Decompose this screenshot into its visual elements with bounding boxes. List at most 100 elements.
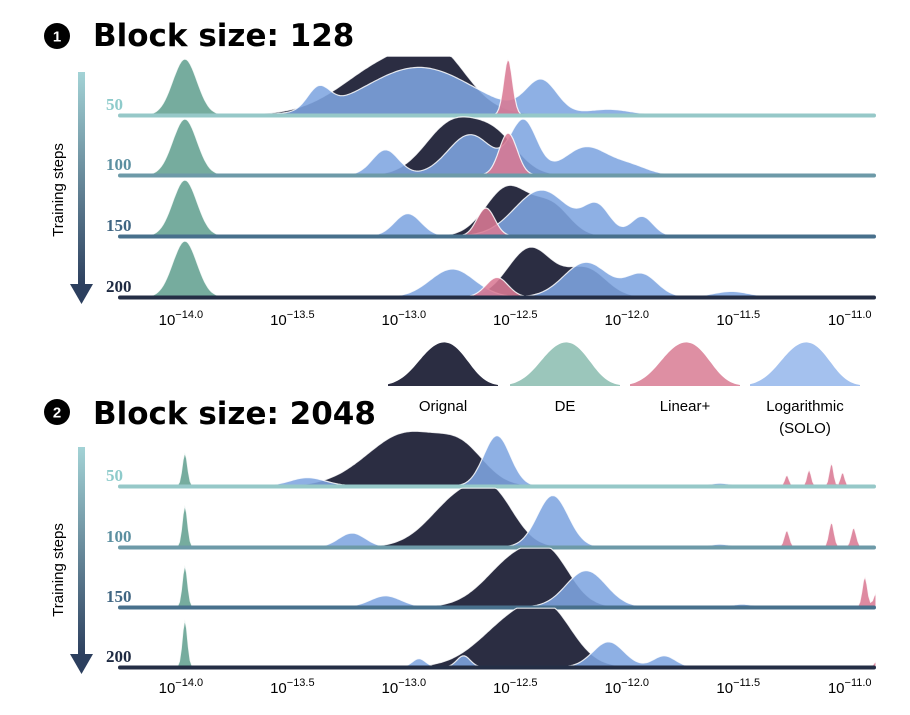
- legend-item: Orignal: [388, 342, 498, 415]
- ridge-row-200: 200: [106, 240, 876, 300]
- tick-base: 10: [382, 680, 399, 697]
- ridge-row-50: 50: [106, 55, 876, 118]
- x-tick-label: 10−14.0: [159, 309, 204, 329]
- legend-label: DE: [555, 398, 576, 415]
- x-tick-label: 10−11.0: [828, 677, 872, 697]
- row-baseline: [118, 173, 876, 178]
- legend-item: Logarithmic (SOLO): [750, 342, 860, 437]
- row-baseline: [118, 545, 876, 550]
- tick-exponent: −11.0: [845, 309, 872, 321]
- legend-label-line2: (SOLO): [779, 420, 831, 437]
- tick-base: 10: [159, 312, 176, 329]
- x-tick-label: 10−11.0: [828, 309, 872, 329]
- x-tick-label: 10−11.5: [716, 677, 760, 697]
- legend-swatch: [388, 342, 498, 386]
- legend-swatch: [750, 342, 860, 386]
- row-baseline: [118, 665, 876, 670]
- tick-exponent: −14.0: [175, 677, 203, 689]
- ridge-logarithmic-solo-: [118, 66, 876, 116]
- ridge-row-100: 100: [106, 487, 876, 550]
- legend: Orignal DE Linear+ Logarithmic (SOLO): [388, 342, 860, 437]
- tick-base: 10: [716, 680, 733, 697]
- ridge-row-150: 150: [106, 179, 876, 239]
- tick-exponent: −12.5: [510, 677, 538, 689]
- step-label: 150: [106, 587, 132, 606]
- tick-base: 10: [270, 680, 287, 697]
- tick-exponent: −11.0: [845, 677, 872, 689]
- badge-circle: [44, 399, 70, 425]
- legend-swatch: [510, 342, 620, 386]
- x-axis-ticks: 10−14.0 10−13.5 10−13.0 10−12.5 10−12.0 10−11…: [159, 677, 872, 697]
- tick-base: 10: [493, 680, 510, 697]
- training-steps-arrow: [70, 447, 93, 674]
- y-axis-label: Training steps: [50, 523, 67, 617]
- ridge-row-200: 200: [106, 607, 877, 670]
- step-label: 50: [106, 466, 123, 485]
- ridge-linear-: [118, 276, 876, 298]
- x-tick-label: 10−14.0: [159, 677, 204, 697]
- ridge-logarithmic-solo-: [118, 434, 876, 487]
- tick-exponent: −14.0: [175, 309, 203, 321]
- tick-base: 10: [828, 312, 845, 329]
- row-baseline: [118, 484, 876, 489]
- x-axis-ticks: 10−14.0 10−13.5 10−13.0 10−12.5 10−12.0 10−11…: [159, 309, 872, 329]
- row-baseline: [118, 113, 876, 118]
- ridge-row-100: 100: [106, 116, 876, 178]
- x-tick-label: 10−13.5: [270, 677, 315, 697]
- tick-exponent: −11.5: [733, 309, 760, 321]
- panel-title: Block size: 2048: [93, 396, 376, 432]
- panel-number-badge: 2: [44, 399, 70, 425]
- arrow-shaft: [78, 72, 85, 286]
- ridge-row-150: 150: [106, 547, 877, 610]
- row-baseline: [118, 605, 876, 610]
- x-tick-label: 10−12.5: [493, 309, 538, 329]
- tick-base: 10: [716, 312, 733, 329]
- x-tick-label: 10−12.0: [604, 677, 649, 697]
- badge-number: 1: [53, 29, 61, 46]
- x-tick-label: 10−13.5: [270, 309, 315, 329]
- y-axis-label: Training steps: [50, 143, 67, 237]
- tick-exponent: −12.0: [621, 309, 649, 321]
- training-steps-arrow: [70, 72, 93, 304]
- step-label: 150: [106, 216, 132, 235]
- step-label: 100: [106, 527, 132, 546]
- arrow-shaft: [78, 447, 85, 656]
- x-tick-label: 10−12.0: [604, 309, 649, 329]
- tick-base: 10: [382, 312, 399, 329]
- step-label: 100: [106, 155, 132, 174]
- tick-exponent: −13.0: [398, 309, 426, 321]
- tick-exponent: −13.5: [287, 677, 315, 689]
- row-baseline: [118, 295, 876, 300]
- tick-base: 10: [604, 312, 621, 329]
- tick-exponent: −12.5: [510, 309, 538, 321]
- x-tick-label: 10−12.5: [493, 677, 538, 697]
- arrow-head: [70, 284, 93, 304]
- tick-base: 10: [604, 680, 621, 697]
- ridge-orignal: [118, 547, 876, 608]
- x-tick-label: 10−13.0: [382, 309, 427, 329]
- tick-base: 10: [828, 680, 845, 697]
- panel-2: 2 Block size: 2048 Training steps 50 100 150 2…: [44, 396, 877, 697]
- legend-swatch: [630, 342, 740, 386]
- step-label: 50: [106, 95, 123, 114]
- ridge-orignal: [118, 487, 876, 548]
- tick-exponent: −13.5: [287, 309, 315, 321]
- tick-exponent: −11.5: [733, 677, 760, 689]
- tick-base: 10: [159, 680, 176, 697]
- tick-base: 10: [493, 312, 510, 329]
- badge-number: 2: [53, 405, 61, 422]
- panel-1: 1 Block size: 128 Training steps 50 100 150 20…: [44, 18, 876, 329]
- tick-base: 10: [270, 312, 287, 329]
- legend-label: Linear+: [660, 398, 711, 415]
- legend-item: DE: [510, 342, 620, 415]
- legend-label: Logarithmic: [766, 398, 844, 415]
- arrow-head: [70, 654, 93, 674]
- x-tick-label: 10−13.0: [382, 677, 427, 697]
- legend-label: Orignal: [419, 398, 467, 415]
- row-baseline: [118, 234, 876, 239]
- ridge-row-50: 50: [106, 430, 876, 489]
- x-tick-label: 10−11.5: [716, 309, 760, 329]
- tick-exponent: −13.0: [398, 677, 426, 689]
- legend-item: Linear+: [630, 342, 740, 415]
